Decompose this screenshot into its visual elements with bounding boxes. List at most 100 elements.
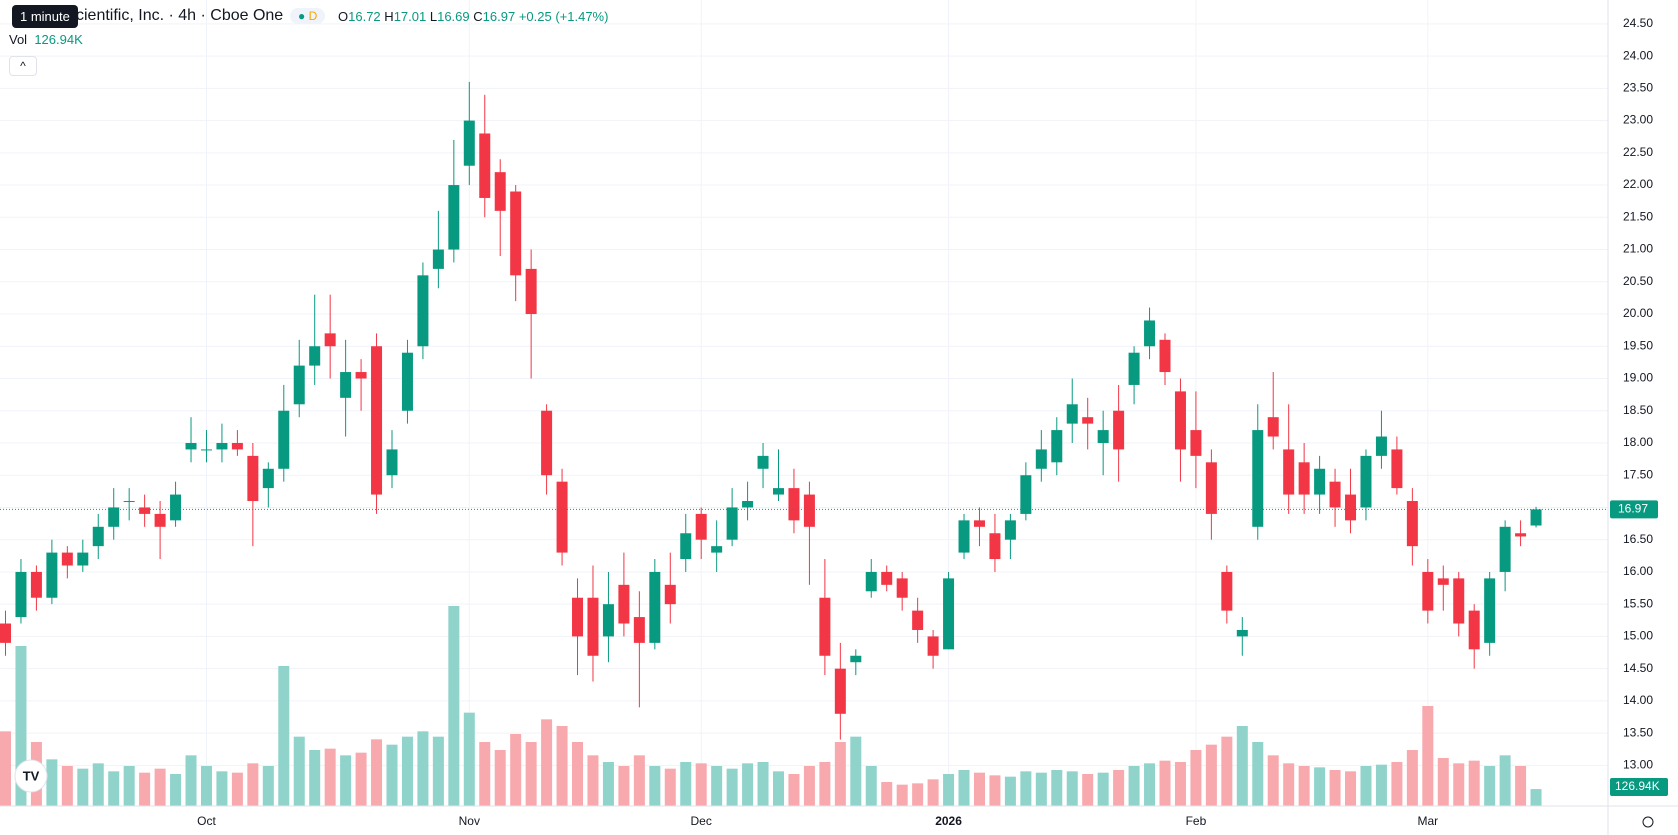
volume-bar	[61, 766, 73, 806]
y-tick-label: 21.50	[1623, 209, 1653, 223]
volume-bar	[1329, 770, 1341, 806]
volume-bar	[1314, 767, 1326, 806]
candle-body	[154, 513, 166, 527]
volume-bar	[1499, 755, 1511, 806]
volume-bar	[788, 774, 800, 806]
candle-body	[262, 468, 274, 489]
volume-bar	[773, 771, 784, 806]
candle-body	[556, 481, 568, 553]
volume-bar	[15, 646, 27, 806]
last-price-badge	[1610, 500, 1658, 519]
volume-bar	[1051, 770, 1063, 806]
candle-body	[1267, 417, 1279, 437]
volume-bar	[525, 742, 537, 806]
volume-bar	[340, 755, 352, 806]
volume-bar	[943, 774, 955, 806]
candle-body	[278, 410, 290, 469]
volume-bar	[1159, 760, 1171, 806]
volume-bar	[1375, 764, 1387, 806]
badge-text: D	[308, 9, 318, 23]
volume-bar	[92, 763, 104, 806]
volume-bar	[680, 762, 692, 806]
volume-bar	[1128, 766, 1140, 806]
candle-body	[896, 578, 908, 598]
volume-bar	[262, 766, 274, 806]
volume-bar	[711, 766, 723, 806]
candle-body	[324, 333, 336, 347]
candle-body	[1468, 610, 1480, 650]
volume-bar	[108, 771, 120, 806]
candle-body	[973, 520, 985, 527]
candle-body	[881, 571, 893, 585]
x-tick-label: Dec	[691, 814, 712, 828]
candle-body	[773, 488, 784, 495]
candle-body	[788, 488, 800, 521]
candle-body	[742, 501, 754, 508]
y-tick-label: 13.50	[1623, 725, 1653, 739]
volume-bar	[695, 763, 707, 806]
y-tick-label: 18.00	[1623, 435, 1653, 449]
volume-bar	[1267, 755, 1279, 806]
y-tick-label: 22.00	[1623, 177, 1653, 191]
volume-bar	[1066, 771, 1078, 806]
candle-body	[1499, 526, 1511, 572]
volume-bar	[1252, 742, 1264, 806]
volume-bar	[154, 768, 166, 806]
volume-bar	[1406, 750, 1418, 806]
x-tick-label: Nov	[459, 814, 480, 828]
ohlc: O16.72 H17.01 L16.69 C16.97 +0.25 (+1.47…	[338, 9, 608, 24]
volume-bar	[973, 772, 985, 806]
volume-bar	[77, 768, 89, 806]
last-volume-badge	[1610, 778, 1668, 796]
volume-bar	[881, 782, 893, 806]
volume-bar	[448, 606, 460, 806]
logo[interactable]	[14, 759, 48, 793]
candle-body	[943, 578, 955, 650]
change: +0.25 (+1.47%)	[518, 9, 609, 24]
volume-bar	[1283, 763, 1295, 806]
candle-body	[77, 552, 89, 566]
candle-body	[1437, 578, 1449, 585]
status-badge[interactable]: ● D	[290, 8, 326, 24]
last-price-label: 16.97	[1618, 502, 1648, 516]
c-label: C	[473, 9, 483, 24]
volume-bar	[742, 763, 754, 806]
y-tick-label: 14.50	[1623, 661, 1653, 675]
candle-body	[680, 533, 692, 560]
candle-body	[1314, 468, 1326, 495]
volume-bar	[664, 768, 676, 806]
candle-body	[1530, 509, 1542, 526]
volume-bar	[757, 762, 769, 806]
volume-bar	[247, 763, 259, 806]
candle-body	[1329, 481, 1341, 508]
y-tick-label: 19.50	[1623, 338, 1653, 352]
symbol-title[interactable]: cientific, Inc. · 4h · Cboe One	[76, 7, 284, 24]
candle-body	[200, 449, 212, 451]
settings-icon[interactable]	[1642, 816, 1654, 828]
candle-body	[912, 610, 924, 630]
volume-bar	[1236, 726, 1248, 806]
candle-body	[1515, 533, 1527, 537]
volume-bar	[1484, 766, 1496, 806]
candle-body	[1453, 578, 1465, 624]
candle-body	[525, 268, 537, 315]
candle-body	[1020, 475, 1032, 514]
volume-bar	[1082, 774, 1094, 806]
y-tick-label: 24.00	[1623, 48, 1653, 62]
candle-body	[1082, 417, 1094, 424]
volume-bar	[1437, 758, 1449, 806]
o-value: 16.72	[348, 9, 381, 24]
volume-bar	[1221, 736, 1233, 806]
candle-body	[649, 571, 661, 643]
volume-bar	[1174, 762, 1186, 806]
volume-bar	[1530, 789, 1542, 806]
candle-body	[664, 584, 676, 605]
volume-bar	[896, 784, 908, 806]
volume-bar	[726, 768, 738, 806]
volume-bar	[602, 762, 614, 806]
candle-body	[1360, 455, 1372, 508]
volume-bar	[1468, 760, 1480, 806]
collapse-button[interactable]: ^	[9, 56, 37, 76]
